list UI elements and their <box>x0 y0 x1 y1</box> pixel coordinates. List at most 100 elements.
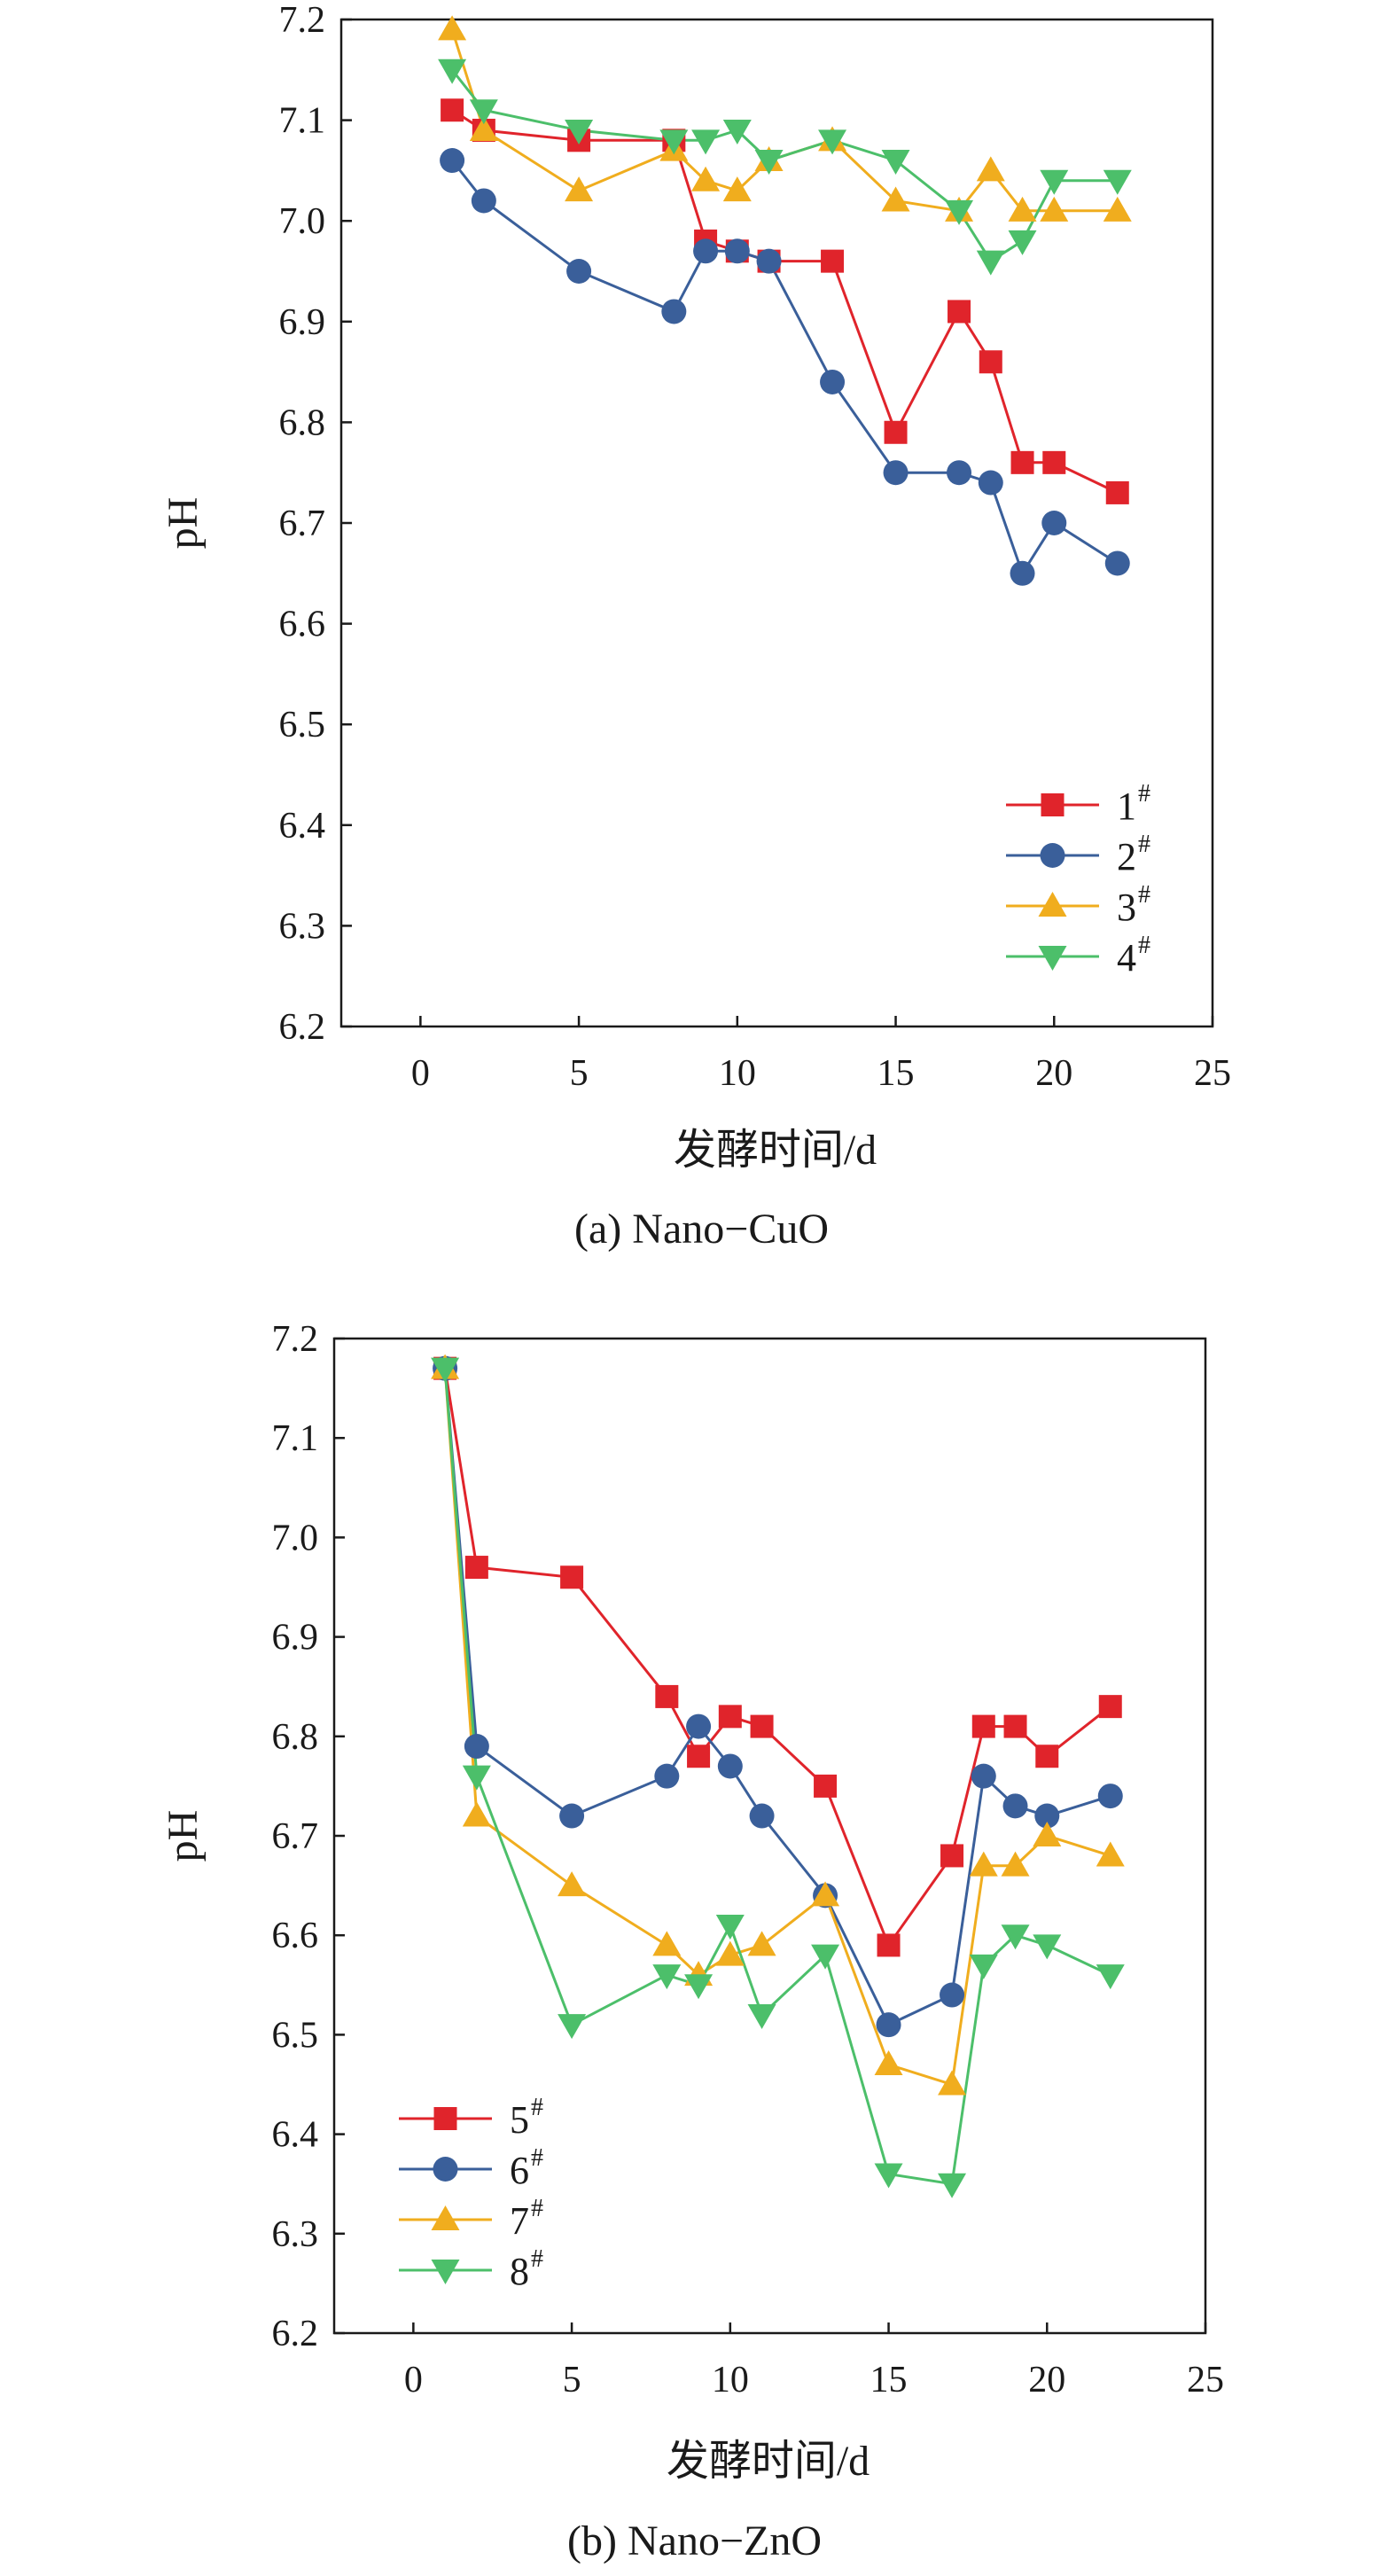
data-point-6 <box>940 1982 965 2008</box>
data-point-6 <box>971 1763 996 1789</box>
data-point-8 <box>811 1944 840 1970</box>
y-tick-label: 6.3 <box>279 906 326 947</box>
data-point-6 <box>1034 1803 1060 1829</box>
data-point-5 <box>687 1745 711 1768</box>
legend-superscript: # <box>531 2094 543 2121</box>
legend-label-6: 6# <box>510 2144 543 2192</box>
data-point-2 <box>947 460 972 486</box>
data-point-1 <box>979 350 1002 374</box>
y-tick-label: 7.1 <box>279 101 326 142</box>
series-line-8 <box>443 1368 1111 2186</box>
data-point-4 <box>1040 169 1069 195</box>
y-tick-label: 6.5 <box>279 705 326 745</box>
data-point-8 <box>1096 1964 1125 1990</box>
legend-superscript: # <box>531 2245 543 2273</box>
data-point-8 <box>462 1765 491 1791</box>
data-point-6 <box>749 1803 775 1829</box>
data-point-5 <box>814 1774 838 1798</box>
legend-marker-4 <box>1038 946 1067 971</box>
data-point-3 <box>1040 196 1069 222</box>
y-tick-label: 7.0 <box>272 1518 319 1558</box>
data-point-7 <box>969 1851 998 1877</box>
data-point-2 <box>756 248 782 274</box>
data-point-7 <box>558 1871 587 1897</box>
chart-caption: (a) Nano−CuO <box>574 1206 829 1253</box>
x-tick-label: 25 <box>1194 1053 1231 1094</box>
data-point-8 <box>431 1357 460 1383</box>
data-point-3 <box>438 15 467 41</box>
legend-superscript: # <box>1138 932 1150 959</box>
y-axis-label: pH <box>160 1810 207 1862</box>
data-point-4 <box>565 119 594 144</box>
data-point-2 <box>883 460 909 486</box>
data-point-2 <box>978 470 1003 496</box>
data-point-6 <box>876 2012 901 2038</box>
data-point-2 <box>566 259 592 284</box>
data-point-8 <box>684 1974 714 2000</box>
data-point-3 <box>1008 196 1037 222</box>
data-point-5 <box>940 1844 964 1868</box>
data-point-4 <box>659 129 689 155</box>
y-tick-label: 6.9 <box>279 302 326 343</box>
data-point-7 <box>1096 1841 1125 1867</box>
x-tick-label: 10 <box>719 1053 756 1094</box>
data-point-8 <box>1033 1934 1062 1960</box>
data-point-1 <box>884 420 908 444</box>
data-point-6 <box>1002 1793 1028 1819</box>
data-point-4 <box>818 129 847 155</box>
data-point-4 <box>754 150 784 176</box>
y-tick-label: 6.6 <box>279 605 326 645</box>
y-tick-label: 7.2 <box>279 0 326 41</box>
data-point-4 <box>722 119 752 144</box>
y-tick-label: 6.5 <box>272 2015 319 2056</box>
x-tick-label: 20 <box>1028 2360 1065 2400</box>
data-point-8 <box>938 2173 967 2198</box>
y-axis-label: pH <box>160 497 207 550</box>
legend-marker-2 <box>1040 843 1065 868</box>
data-point-5 <box>750 1714 774 1738</box>
data-point-7 <box>652 1931 682 1956</box>
data-point-1 <box>1010 450 1034 474</box>
y-tick-label: 7.1 <box>272 1418 319 1459</box>
data-point-7 <box>462 1801 491 1827</box>
data-point-5 <box>464 1556 488 1580</box>
chart-nano-zno: 6.2 6.3 6.4 6.5 6.6 6.7 6.8 6.9 7.0 7.1 7.2 0 5 10 15 2… <box>160 1319 1224 2564</box>
y-tick-label: 6.7 <box>279 503 326 544</box>
data-point-7 <box>811 1881 840 1907</box>
data-point-3 <box>691 166 721 191</box>
data-point-5 <box>1003 1714 1027 1738</box>
data-point-3 <box>565 176 594 202</box>
legend-superscript: # <box>531 2195 543 2222</box>
legend-label-1: 1# <box>1117 780 1150 828</box>
data-point-8 <box>652 1964 682 1990</box>
data-point-2 <box>440 148 465 174</box>
legend-marker-8 <box>431 2260 460 2284</box>
series-line-1 <box>451 108 1119 495</box>
data-point-7 <box>747 1931 776 1956</box>
x-axis-label: 发酵时间/d <box>667 2438 870 2485</box>
data-point-1 <box>1042 450 1066 474</box>
y-tick-label: 7.0 <box>279 201 326 242</box>
y-tick-label: 6.3 <box>272 2214 319 2255</box>
data-point-1 <box>441 98 464 122</box>
data-point-5 <box>1098 1695 1122 1719</box>
y-tick-label: 6.8 <box>279 402 326 443</box>
data-point-4 <box>881 150 910 176</box>
series-line-3 <box>450 28 1118 213</box>
legend-marker-7 <box>431 2205 460 2230</box>
y-tick-label: 6.2 <box>272 2314 319 2354</box>
legend-label-2: 2# <box>1117 831 1150 878</box>
legend-superscript: # <box>1138 831 1150 858</box>
data-point-4 <box>691 129 721 155</box>
data-point-8 <box>874 2163 903 2189</box>
data-point-4 <box>469 99 498 125</box>
y-tick-label: 6.4 <box>279 806 326 847</box>
data-point-7 <box>715 1940 745 1966</box>
data-point-8 <box>1001 1924 1030 1950</box>
y-tick-label: 6.8 <box>272 1717 319 1758</box>
chart-caption: (b) Nano−ZnO <box>567 2517 822 2564</box>
data-point-8 <box>558 2014 587 2040</box>
x-tick-label: 0 <box>404 2360 423 2400</box>
x-tick-label: 5 <box>563 2360 581 2400</box>
